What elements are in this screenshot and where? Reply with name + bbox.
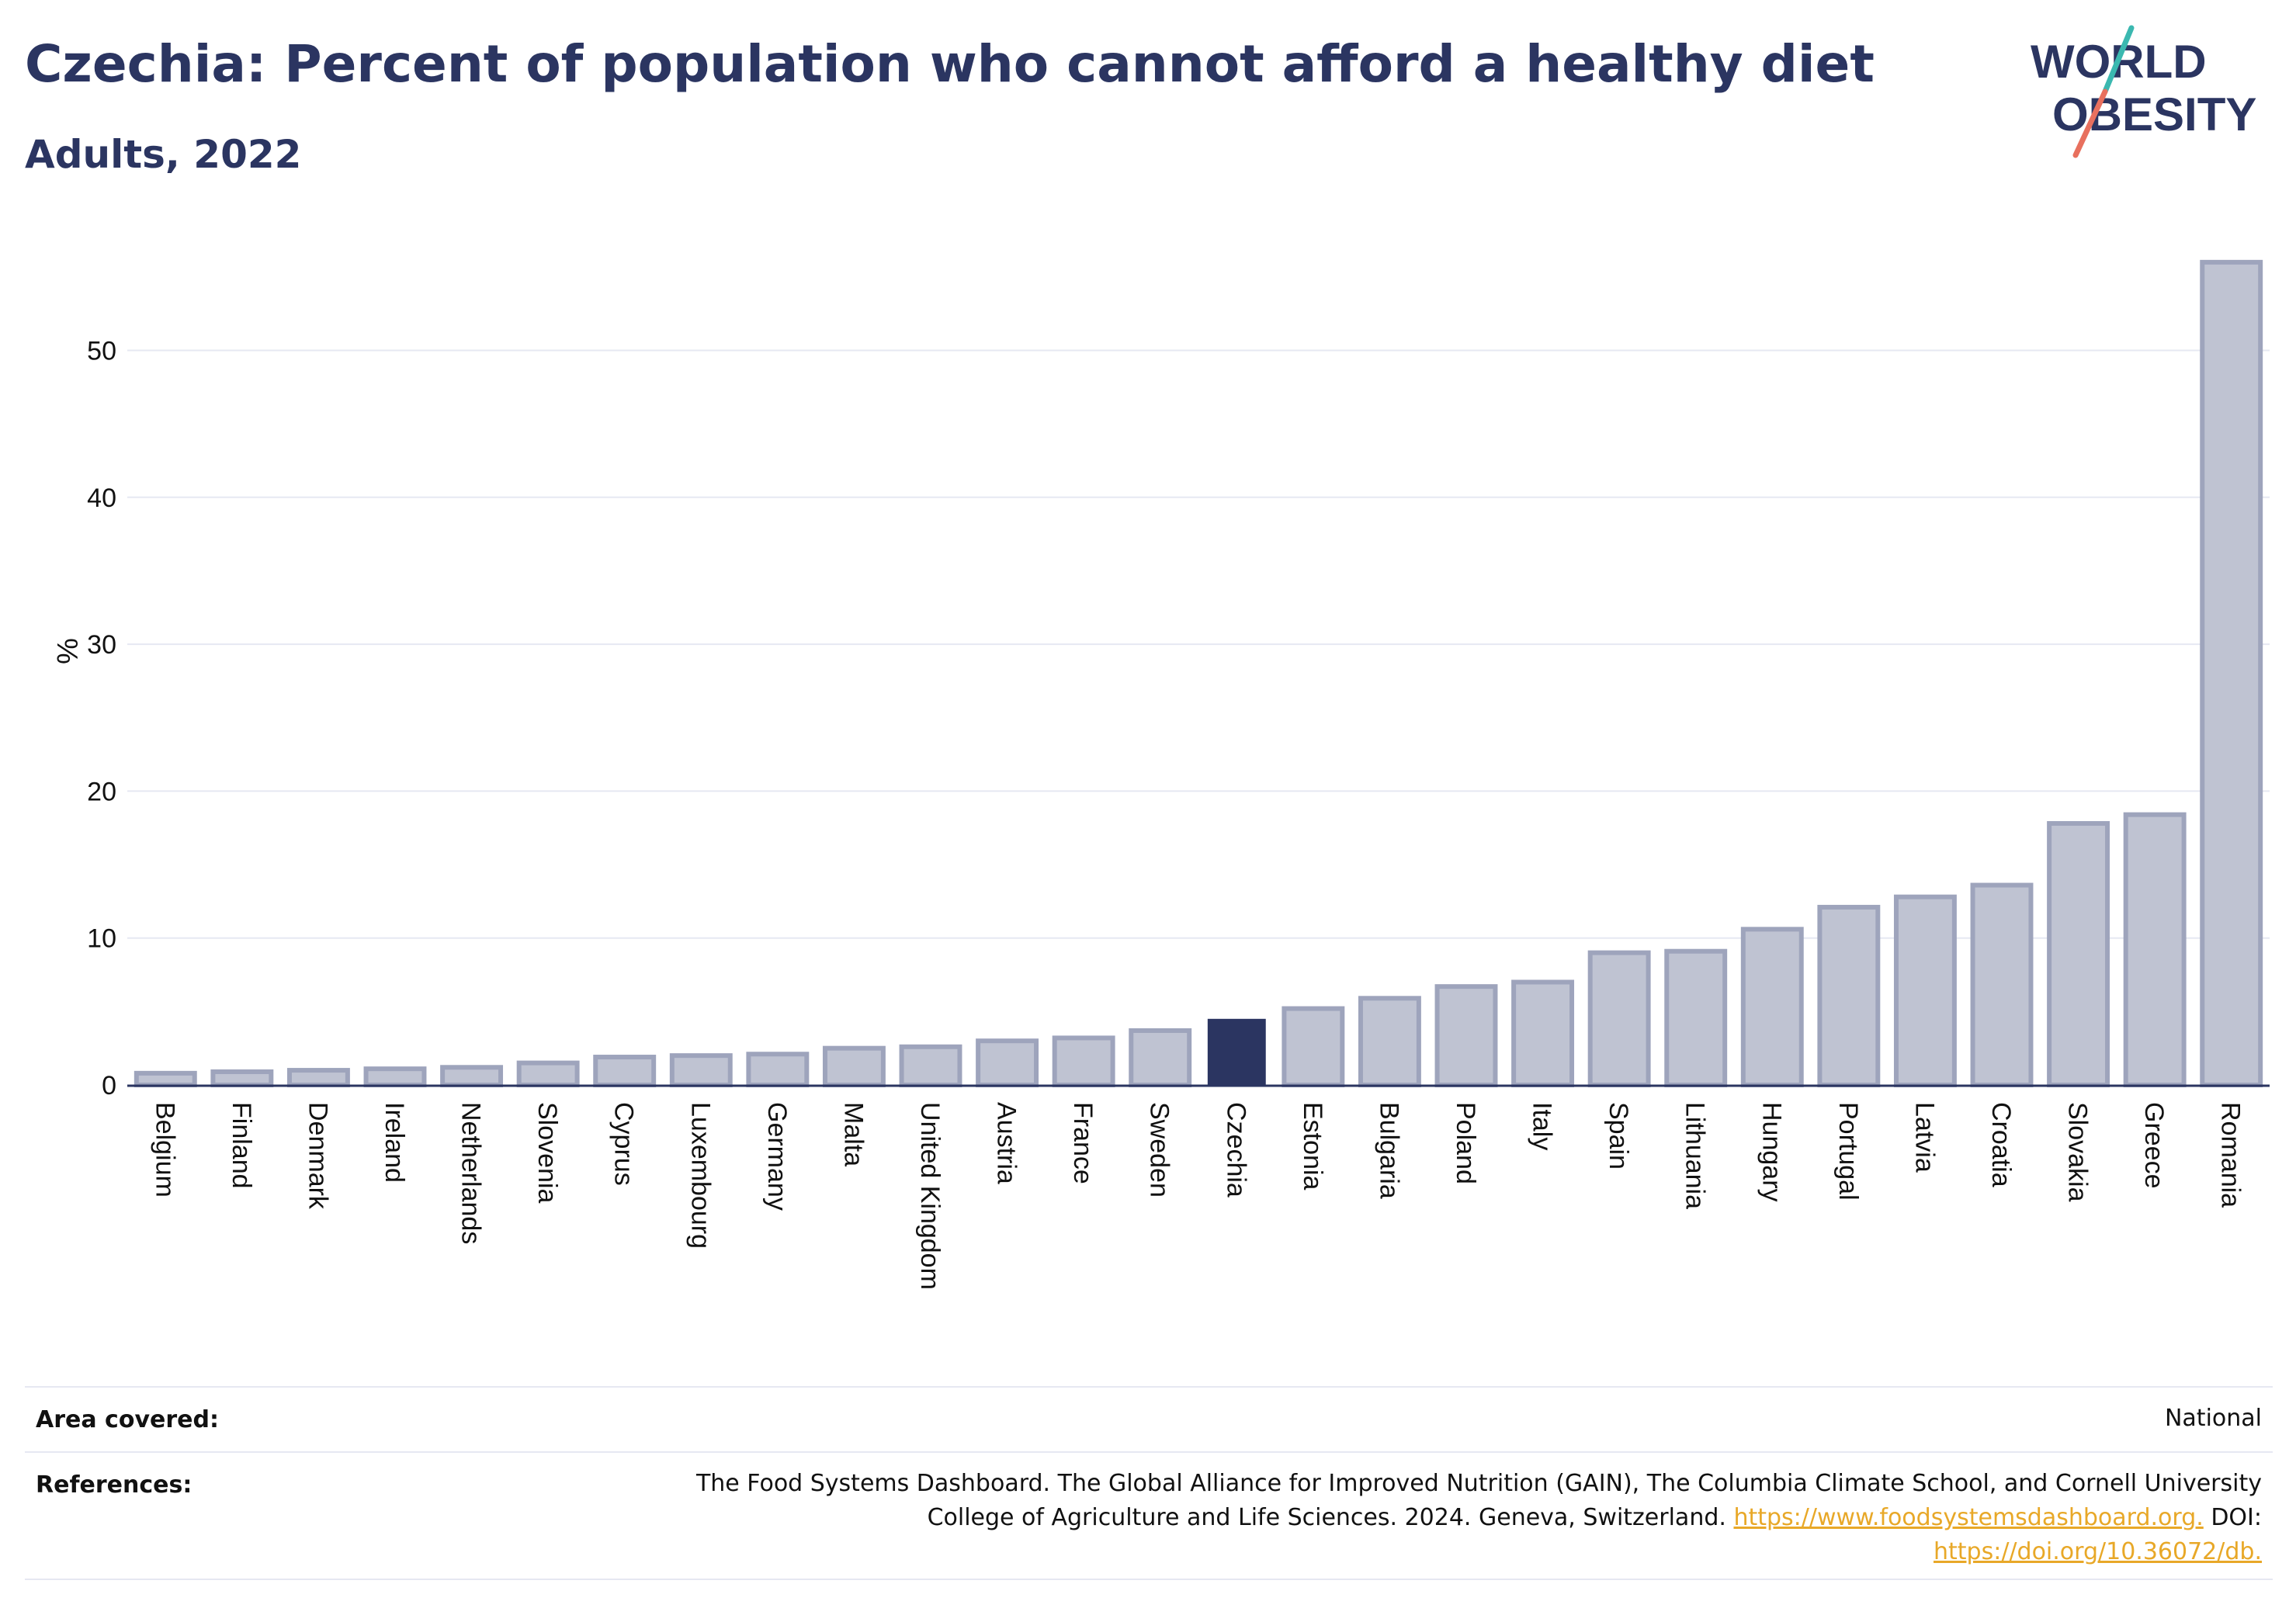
x-tick-label: Luxembourg (685, 1102, 715, 1249)
chart-title: Czechia: Percent of population who canno… (25, 34, 1875, 94)
bar-estonia[interactable] (1282, 1006, 1345, 1087)
bar-chart: 0 10 20 30 40 50 Belgium Finland Denmark Ireland… (50, 259, 2270, 1290)
world-obesity-logo: WORLD OBESITY (2031, 25, 2256, 158)
footer-divider-bottom (25, 1579, 2273, 1580)
bar-ireland[interactable] (363, 1066, 427, 1088)
bar-spain[interactable] (1587, 950, 1651, 1088)
references-text: The Food Systems Dashboard. The Global A… (399, 1467, 2262, 1569)
x-tick-label: Finland (227, 1102, 256, 1189)
references-line2-text: College of Agriculture and Life Sciences… (927, 1504, 1726, 1531)
bar-czechia[interactable] (1207, 1018, 1266, 1085)
bar-united-kingdom[interactable] (899, 1044, 962, 1087)
x-tick-label: United Kingdom (915, 1102, 945, 1290)
bar-slovakia[interactable] (2047, 821, 2110, 1087)
y-tick-label: 20 (87, 777, 116, 806)
bar-netherlands[interactable] (440, 1065, 504, 1087)
x-tick-label: Lithuania (1680, 1102, 1710, 1209)
chart-subtitle: Adults, 2022 (25, 132, 302, 177)
y-axis-title: % (50, 638, 83, 664)
x-tick-label: Netherlands (456, 1102, 486, 1244)
bar-germany[interactable] (746, 1052, 810, 1088)
x-tick-label: Italy (1528, 1102, 1557, 1150)
bar-finland[interactable] (210, 1069, 274, 1087)
x-tick-label: Cyprus (609, 1102, 639, 1186)
y-tick-label: 50 (87, 336, 116, 366)
x-tick-label: Sweden (1145, 1102, 1174, 1197)
bar-greece[interactable] (2123, 812, 2187, 1087)
y-tick-label: 0 (102, 1071, 116, 1100)
area-covered-value: National (2164, 1405, 2262, 1432)
references-line1: The Food Systems Dashboard. The Global A… (695, 1470, 2262, 1497)
footer-divider-top (25, 1386, 2273, 1388)
x-tick-label: Bulgaria (1374, 1102, 1403, 1199)
grid-lines (127, 349, 2270, 939)
y-tick-labels: 0 10 20 30 40 50 (87, 336, 116, 1100)
bar-malta[interactable] (822, 1045, 886, 1087)
bar-hungary[interactable] (1740, 927, 1804, 1088)
y-tick-label: 10 (87, 924, 116, 954)
area-covered-label: Area covered: (36, 1406, 219, 1433)
x-tick-label: Romania (2216, 1102, 2246, 1208)
bar-cyprus[interactable] (593, 1055, 657, 1087)
bar-denmark[interactable] (286, 1068, 350, 1088)
references-doi-label: DOI: (2211, 1504, 2262, 1531)
bar-italy[interactable] (1511, 979, 1575, 1088)
bar-france[interactable] (1052, 1035, 1115, 1087)
footer-divider-middle (25, 1451, 2273, 1453)
x-tick-label: Belgium (150, 1102, 179, 1197)
footer-area-row: Area covered: National (25, 1405, 2273, 1453)
references-link-dashboard[interactable]: https://www.foodsystemsdashboard.org. (1733, 1504, 2204, 1531)
x-tick-label: France (1068, 1102, 1098, 1184)
references-line2: College of Agriculture and Life Sciences… (399, 1501, 2262, 1535)
x-tick-label: Poland (1451, 1102, 1480, 1184)
bars (134, 259, 2263, 1088)
bar-austria[interactable] (976, 1038, 1039, 1088)
bar-lithuania[interactable] (1664, 948, 1728, 1087)
y-tick-label: 30 (87, 630, 116, 660)
bar-poland[interactable] (1434, 984, 1498, 1088)
bar-sweden[interactable] (1129, 1028, 1192, 1088)
x-tick-label: Slovenia (532, 1102, 562, 1204)
bar-luxembourg[interactable] (669, 1053, 733, 1088)
references-line3: https://doi.org/10.36072/db. (399, 1535, 2262, 1569)
logo-slash-teal (2102, 25, 2135, 95)
logo-slash-coral (2072, 88, 2108, 158)
bar-romania[interactable] (2200, 259, 2263, 1087)
x-tick-label: Croatia (1986, 1102, 2016, 1187)
bar-belgium[interactable] (134, 1070, 197, 1088)
bar-latvia[interactable] (1893, 894, 1957, 1087)
x-tick-label: Latvia (1909, 1102, 1939, 1173)
bar-slovenia[interactable] (516, 1060, 580, 1087)
footer-references-row: References: The Food Systems Dashboard. … (25, 1470, 2273, 1586)
x-tick-label: Spain (1604, 1102, 1633, 1170)
x-tick-label: Slovakia (2063, 1102, 2093, 1202)
references-label: References: (36, 1471, 192, 1499)
x-tick-label: Estonia (1298, 1102, 1327, 1190)
bar-croatia[interactable] (1970, 882, 2034, 1088)
x-tick-label: Denmark (303, 1102, 332, 1210)
bar-bulgaria[interactable] (1358, 996, 1421, 1087)
references-link-doi[interactable]: https://doi.org/10.36072/db. (1934, 1538, 2262, 1565)
x-tick-label: Austria (992, 1102, 1021, 1184)
x-tick-labels: Belgium Finland Denmark Ireland Netherlands S… (150, 1102, 2245, 1290)
x-tick-label: Portugal (1833, 1102, 1863, 1201)
x-tick-label: Czechia (1221, 1102, 1250, 1197)
x-tick-label: Greece (2139, 1102, 2169, 1189)
x-tick-label: Germany (762, 1102, 792, 1211)
x-tick-label: Ireland (380, 1102, 409, 1183)
y-tick-label: 40 (87, 483, 116, 513)
x-tick-label: Malta (838, 1102, 868, 1166)
x-tick-label: Hungary (1757, 1102, 1786, 1202)
bar-portugal[interactable] (1817, 904, 1881, 1087)
